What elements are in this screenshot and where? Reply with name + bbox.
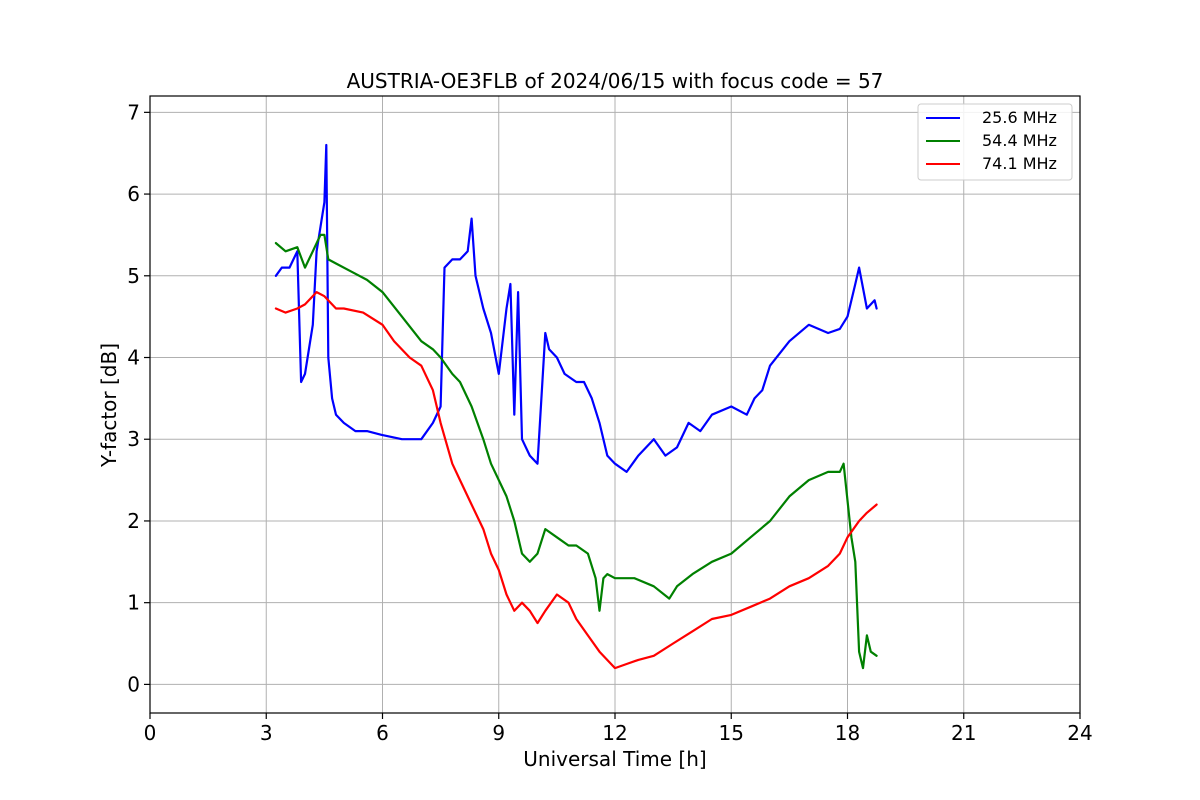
y-tick-label: 4 [127, 346, 140, 370]
legend-label: 74.1 MHz [982, 154, 1057, 173]
series-line-1 [274, 233, 878, 670]
y-tick-label: 5 [127, 264, 140, 288]
legend-box [917, 103, 1073, 181]
x-tick-label: 6 [376, 721, 389, 745]
y-tick-label: 6 [127, 182, 140, 206]
y-tick-label: 7 [127, 100, 140, 124]
y-tick-label: 0 [127, 672, 140, 696]
x-tick-label: 9 [492, 721, 505, 745]
x-axis-label: Universal Time [h] [523, 747, 706, 771]
legend: 25.6 MHz 54.4 MHz 74.1 MHz [917, 103, 1073, 181]
legend-label: 54.4 MHz [982, 131, 1057, 150]
x-tick-label: 0 [144, 721, 157, 745]
x-tick-label: 24 [1067, 721, 1092, 745]
y-axis-label: Y-factor [dB] [97, 343, 121, 468]
x-tick-label: 15 [719, 721, 744, 745]
x-tick-label: 21 [951, 721, 976, 745]
y-tick-label: 3 [127, 427, 140, 451]
legend-label: 25.6 MHz [982, 108, 1057, 127]
series-line-0 [274, 143, 878, 473]
x-tick-label: 18 [835, 721, 860, 745]
x-tick-label: 3 [260, 721, 273, 745]
y-tick-label: 2 [127, 509, 140, 533]
y-tick-label: 1 [127, 591, 140, 615]
chart-title: AUSTRIA-OE3FLB of 2024/06/15 with focus … [347, 69, 884, 93]
series-line-2 [274, 291, 878, 670]
x-tick-label: 12 [602, 721, 627, 745]
series-group [274, 143, 878, 670]
